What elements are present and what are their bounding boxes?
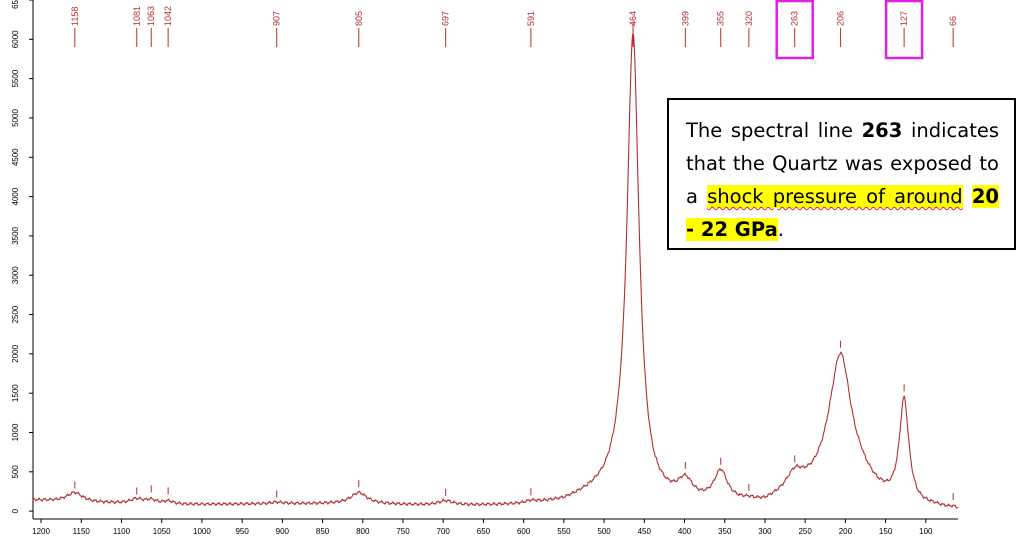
peak-label: 355 [716,11,726,26]
x-tick-label: 1150 [73,527,91,536]
x-tick-label: 650 [477,527,491,536]
x-tick-label: 350 [718,527,732,536]
peak-label: 1042 [163,6,173,26]
x-tick-label: 400 [678,527,692,536]
x-tick-label: 250 [798,527,812,536]
x-tick-label: 900 [276,527,290,536]
x-tick-label: 1200 [32,527,50,536]
x-tick-label: 850 [316,527,330,536]
peak-label: 697 [441,11,451,26]
x-tick-label: 500 [597,527,611,536]
x-tick-label: 700 [437,527,451,536]
y-tick-label: 6500 [11,0,20,9]
y-tick-label: 1500 [11,384,20,402]
peak-label: 591 [526,11,536,26]
peak-highlight-box [775,0,814,60]
peak-label: 805 [354,11,364,26]
peak-label: 66 [948,16,958,26]
x-tick-label: 750 [396,527,410,536]
peak-label: 1158 [70,7,80,26]
y-tick-label: 0 [11,508,20,513]
x-tick-label: 150 [879,527,893,536]
peak-label: 263 [790,11,800,26]
peak-label: 399 [680,11,690,26]
x-tick-label: 800 [356,527,370,536]
peak-markers: 1158 1081 1063 1042 907 805 697 591 464 399 355 320… [70,6,958,501]
y-tick-label: 500 [11,465,20,479]
y-tick-label: 4000 [11,187,20,205]
peak-label: 1081 [132,6,142,26]
y-tick-label: 3500 [11,226,20,244]
annotation-period: . [777,218,784,241]
y-tick-label: 1000 [11,423,20,441]
annotation-highlight: shock pressure of around [707,185,963,208]
peak-label: 127 [899,11,909,26]
spectrum-line [32,31,959,509]
x-tick-label: 1000 [193,527,211,536]
y-tick-label: 4500 [11,148,20,166]
y-tick-label: 2500 [11,305,20,323]
y-tick-label: 3000 [11,266,20,284]
annotation-text-2: indicates that the Quartz was exposed to… [686,119,999,208]
annotation-box: The spectral line 263 indicates that the… [667,98,1016,250]
series-layer [32,31,959,509]
peak-label: 1063 [146,6,156,26]
peak-label: 907 [272,11,282,26]
axes: 1200 1150 1100 1050 1000 950 900 850 800 750 700 65… [11,0,958,536]
x-tick-label: 550 [557,527,571,536]
peak-highlight-box [884,0,924,60]
annotation-line-number: 263 [861,119,903,142]
x-tick-label: 200 [839,527,853,536]
x-tick-label: 1050 [153,527,171,536]
x-tick-label: 600 [517,527,531,536]
x-tick-label: 450 [638,527,652,536]
peak-label: 464 [628,11,638,26]
x-tick-label: 100 [919,527,933,536]
y-tick-label: 2000 [11,344,20,362]
x-tick-label: 300 [758,527,772,536]
peak-label: 206 [836,11,846,26]
peak-label: 320 [744,11,754,26]
x-tick-label: 1100 [113,527,131,536]
y-tick-label: 6000 [11,30,20,48]
y-tick-label: 5000 [11,109,20,127]
peak-highlights [775,0,924,60]
x-tick-label: 950 [235,527,249,536]
annotation-text: The spectral line [686,119,862,142]
y-tick-label: 5500 [11,69,20,87]
